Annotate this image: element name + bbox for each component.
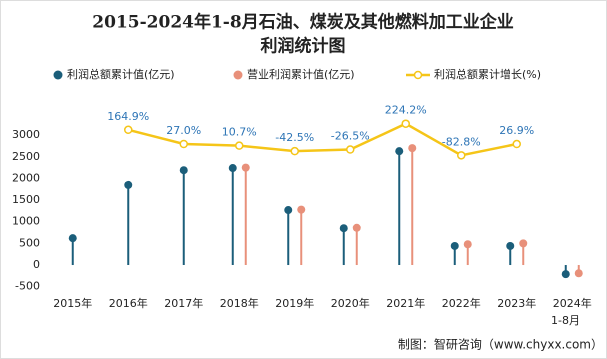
data-label: -82.8% (442, 135, 481, 148)
stem-dot (574, 269, 583, 278)
growth-point (124, 125, 133, 135)
legend-label: 利润总额累计增长(%) (434, 67, 541, 81)
stem-dot (561, 270, 570, 279)
y-tick-label: 3000 (12, 128, 40, 141)
y-tick-label: 1500 (12, 193, 40, 206)
stem-dot (450, 241, 459, 250)
growth-point (401, 119, 410, 128)
legend-marker (53, 70, 63, 80)
y-tick-label: 0 (33, 258, 40, 271)
data-label: -26.5% (331, 130, 370, 143)
chart-title: 2015-2024年1-8月石油、煤炭及其他燃料加工业企业 (92, 12, 513, 33)
x-note: 1-8月 (551, 314, 580, 327)
x-tick-label: 2016年 (109, 296, 148, 310)
x-tick-label: 2015年 (53, 296, 92, 310)
y-tick-label: 2000 (12, 171, 40, 184)
legend-label: 营业利润累计值(亿元) (247, 67, 355, 81)
stem-dot (179, 166, 188, 175)
stem-dot (124, 180, 133, 189)
data-label: -42.5% (275, 131, 314, 144)
growth-point (290, 146, 299, 156)
growth-point (346, 145, 355, 154)
x-tick-label: 2022年 (442, 296, 481, 310)
data-label: 27.0% (166, 124, 201, 137)
source: 制图：智研咨询（www.chyxx.com） (398, 337, 603, 352)
stem-dot (408, 144, 417, 153)
legend-marker (233, 70, 243, 80)
growth-point (235, 141, 244, 150)
stem-dot (506, 241, 515, 250)
x-tick-label: 2019年 (275, 296, 314, 310)
x-tick-label: 2017年 (164, 296, 203, 310)
y-tick-label: 1000 (12, 215, 40, 228)
stem-dot (352, 223, 361, 232)
stem-dot (241, 163, 250, 172)
x-tick-label: 2023年 (497, 296, 536, 310)
y-tick-label: 500 (19, 236, 40, 249)
stem-dot (519, 239, 528, 248)
stem-dot (463, 240, 472, 249)
growth-point (457, 151, 466, 160)
stem-dot (284, 206, 293, 215)
data-label: 164.9% (107, 110, 149, 123)
x-tick-label: 2021年 (386, 296, 425, 310)
x-tick-label: 2018年 (220, 296, 259, 310)
chart-title: 利润统计图 (261, 36, 346, 57)
data-label: 10.7% (222, 126, 257, 139)
data-label: 224.2% (385, 104, 427, 117)
y-tick-label: 2500 (12, 150, 40, 163)
stem-dot (339, 224, 348, 233)
x-tick-label: 2020年 (331, 296, 370, 310)
legend-marker (413, 70, 423, 80)
data-label: 26.9% (499, 124, 534, 137)
stem-dot (297, 205, 306, 214)
x-tick-label: 2024年 (553, 296, 592, 310)
growth-point (512, 139, 521, 149)
stem-dot (395, 147, 404, 156)
stem-dot (228, 164, 237, 173)
y-tick-label: -500 (15, 280, 40, 293)
growth-point (179, 139, 188, 149)
stem-dot (68, 234, 77, 243)
growth-line (127, 122, 517, 157)
legend-label: 利润总额累计值(亿元) (67, 67, 175, 81)
